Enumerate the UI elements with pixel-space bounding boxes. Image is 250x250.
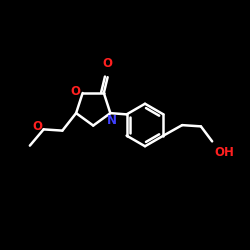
Text: O: O <box>71 85 81 98</box>
Text: O: O <box>32 120 42 134</box>
Text: N: N <box>106 114 117 127</box>
Text: O: O <box>103 57 113 70</box>
Text: OH: OH <box>215 146 234 159</box>
